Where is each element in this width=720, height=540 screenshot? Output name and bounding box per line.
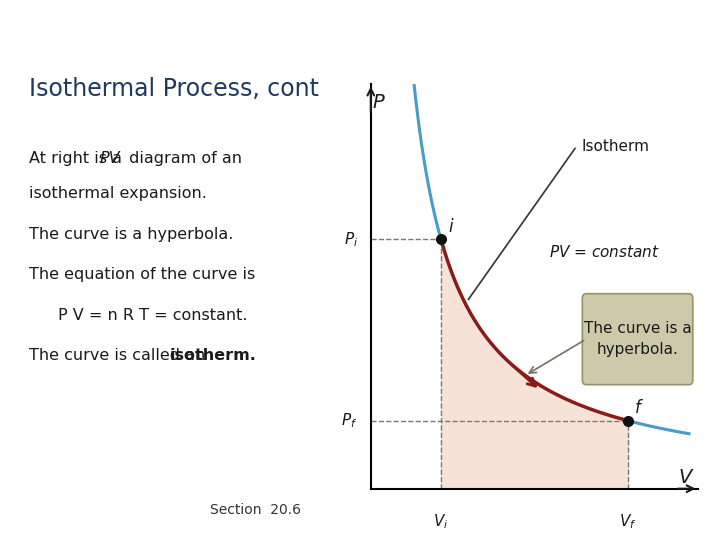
Text: The curve is a hyperbola.: The curve is a hyperbola. [29,227,233,242]
Text: Section  20.6: Section 20.6 [210,503,301,517]
Text: $V$: $V$ [678,468,695,487]
Text: $V_i$: $V_i$ [433,512,449,531]
Text: diagram of an: diagram of an [124,151,242,166]
Text: $P_i$: $P_i$ [343,230,358,249]
Text: Isothermal Process, cont: Isothermal Process, cont [29,77,319,100]
Text: The curve is a
hyperbola.: The curve is a hyperbola. [584,321,691,357]
Text: $f$: $f$ [634,399,644,417]
Text: isotherm.: isotherm. [169,348,256,363]
Text: P V = n R T = constant.: P V = n R T = constant. [58,308,247,323]
Text: Isotherm: Isotherm [582,138,649,153]
FancyBboxPatch shape [582,294,693,384]
Text: $PV$ = constant: $PV$ = constant [549,244,660,260]
Text: $P$: $P$ [372,93,386,112]
Text: isothermal expansion.: isothermal expansion. [29,186,207,201]
Text: The equation of the curve is: The equation of the curve is [29,267,255,282]
Text: The curve is called an: The curve is called an [29,348,210,363]
Text: $i$: $i$ [448,218,454,236]
Text: At right is a: At right is a [29,151,127,166]
Text: $V_f$: $V_f$ [619,512,637,531]
Text: $P_f$: $P_f$ [341,411,358,430]
Text: PV: PV [99,151,120,166]
